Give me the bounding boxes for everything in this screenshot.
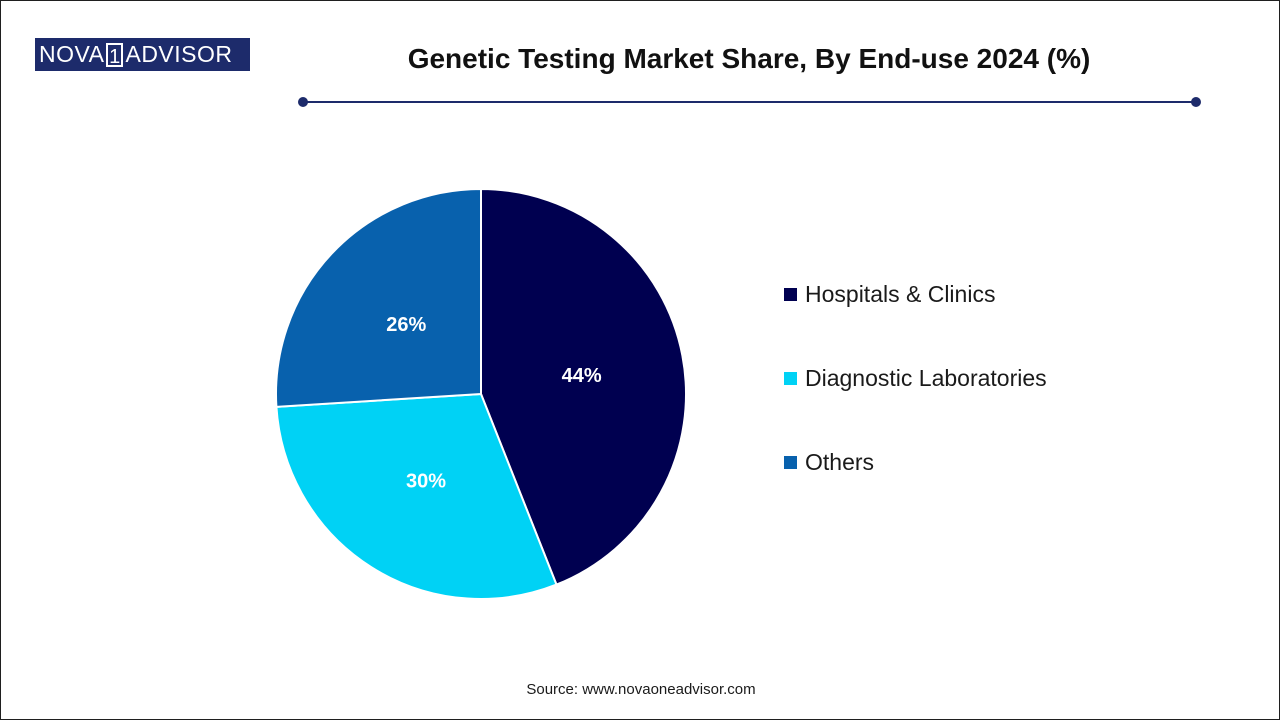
- title-rule-right-dot: [1191, 97, 1201, 107]
- legend-swatch-1: [784, 372, 797, 385]
- logo-one: 1: [106, 42, 124, 68]
- legend-item-2: Others: [784, 449, 874, 476]
- logo-prefix: NOVA: [39, 41, 105, 67]
- source-note: Source: www.novaoneadvisor.com: [526, 681, 756, 698]
- legend-item-0: Hospitals & Clinics: [784, 281, 995, 308]
- pie-slice-2: [275, 187, 482, 408]
- legend-label-2: Others: [805, 449, 875, 475]
- chart-title: Genetic Testing Market Share, By End-use…: [407, 43, 1091, 74]
- nova-advisor-logo: NOVA 1 ADVISOR: [35, 38, 250, 71]
- pie-slice-1: [275, 392, 558, 600]
- title-rule-left-dot: [298, 97, 308, 107]
- logo-suffix: ADVISOR: [125, 41, 233, 67]
- legend-item-1: Diagnostic Laboratories: [784, 365, 1047, 392]
- pie-slice-0: [480, 187, 687, 586]
- pie-slice-label-0: 44%: [562, 365, 602, 387]
- legend-label-1: Diagnostic Laboratories: [805, 365, 1047, 391]
- legend-swatch-2: [784, 456, 797, 469]
- title-rule: [302, 101, 1197, 103]
- legend-swatch-0: [784, 288, 797, 301]
- pie-slice-label-1: 30%: [406, 471, 446, 493]
- pie-slice-label-2: 26%: [386, 314, 426, 336]
- legend-label-0: Hospitals & Clinics: [805, 281, 996, 307]
